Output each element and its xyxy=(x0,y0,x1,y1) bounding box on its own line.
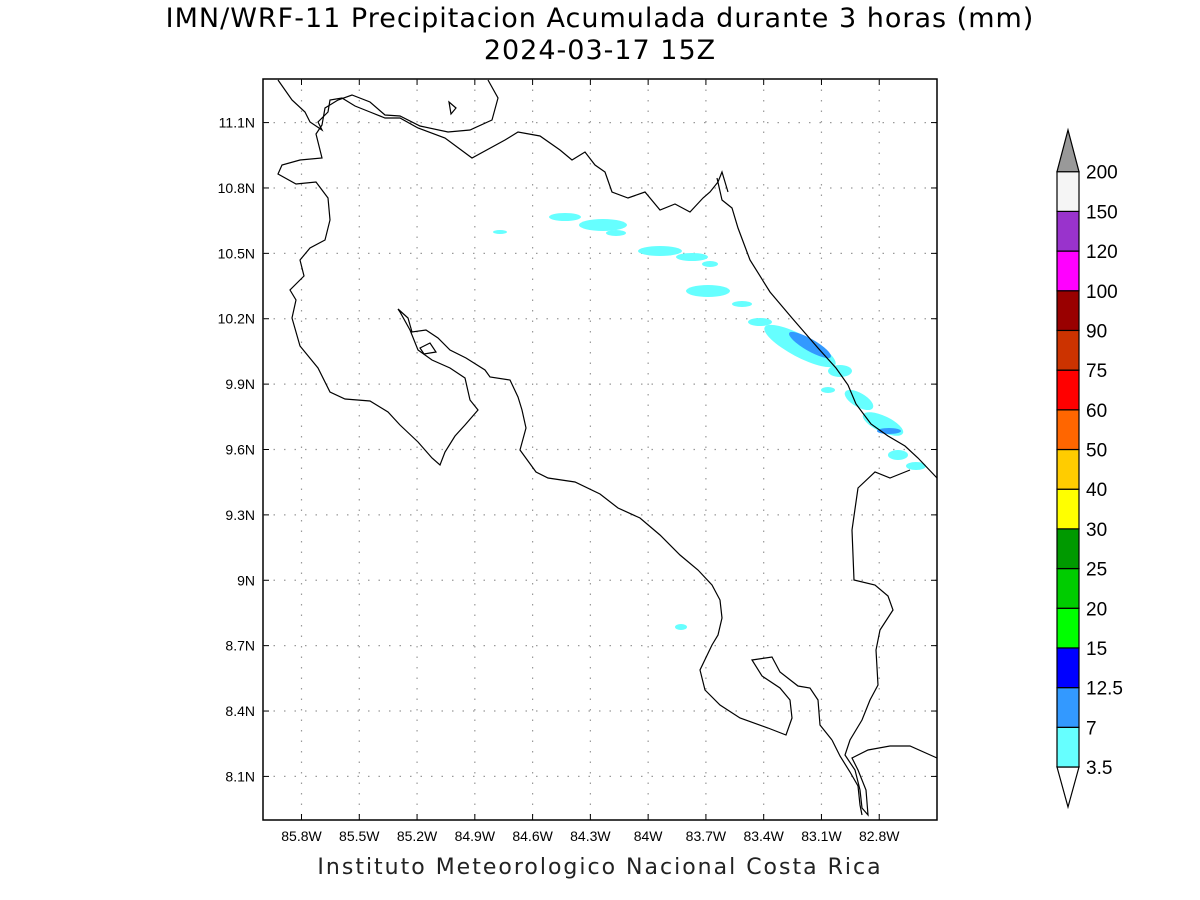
lat-tick-label: 9.9N xyxy=(225,376,255,392)
island xyxy=(448,100,457,116)
lon-tick-label: 84.6W xyxy=(512,828,553,844)
axis-ticks: 85.8W 85.5W 85.2W 84.9W 84.6W 84.3W 84W 83.7W 83… xyxy=(218,79,937,844)
northern-border xyxy=(277,79,729,213)
legend-color-bin xyxy=(1056,448,1080,490)
precip-area xyxy=(686,285,730,297)
lon-tick-label: 85.2W xyxy=(397,828,438,844)
legend-color-bin xyxy=(1056,250,1080,292)
lat-tick-label: 8.7N xyxy=(225,638,255,654)
map-title: IMN/WRF-11 Precipitacion Acumulada duran… xyxy=(165,3,1035,34)
lon-tick-label: 84W xyxy=(634,828,664,844)
legend-label: 60 xyxy=(1086,401,1107,422)
legend-color-bin xyxy=(1056,488,1080,530)
precip-area xyxy=(606,230,626,236)
precip-area xyxy=(702,261,718,267)
precip-area xyxy=(638,246,682,256)
credit-text: Instituto Meteorologico Nacional Costa R… xyxy=(317,855,883,880)
lon-tick-label: 83.4W xyxy=(743,828,784,844)
legend-over-arrow xyxy=(1056,127,1080,173)
golfito-bay xyxy=(831,739,863,816)
lon-tick-label: 85.8W xyxy=(281,828,322,844)
lat-tick-label: 10.8N xyxy=(218,180,255,196)
legend-label: 20 xyxy=(1086,599,1107,620)
panama-border xyxy=(844,469,938,817)
precip-area xyxy=(821,387,835,393)
precip-area xyxy=(844,389,874,411)
coastline-borders xyxy=(277,79,938,817)
legend-color-bin xyxy=(1056,171,1080,212)
precip-area xyxy=(493,230,507,234)
pacific-coast xyxy=(277,79,833,741)
legend-color-bin xyxy=(1056,726,1080,768)
lat-tick-label: 9N xyxy=(237,572,255,588)
precip-area xyxy=(579,219,627,231)
precip-area xyxy=(764,324,836,368)
legend-color-bin xyxy=(1056,409,1080,451)
legend-label: 3.5 xyxy=(1086,758,1112,779)
lon-tick-label: 83.1W xyxy=(801,828,842,844)
legend-label: 30 xyxy=(1086,520,1107,541)
precip-area xyxy=(748,318,772,326)
lon-tick-label: 83.7W xyxy=(686,828,727,844)
lat-tick-label: 8.4N xyxy=(225,703,255,719)
legend-color-bin xyxy=(1056,528,1080,570)
precip-area xyxy=(862,412,904,436)
legend-label: 75 xyxy=(1086,361,1107,382)
legend-color-bin xyxy=(1056,290,1080,332)
legend-label: 120 xyxy=(1086,242,1118,263)
legend-color-bin xyxy=(1056,210,1080,252)
lat-tick-label: 9.3N xyxy=(225,507,255,523)
lat-tick-label: 8.1N xyxy=(225,768,255,784)
legend-label: 15 xyxy=(1086,639,1107,660)
precip-area xyxy=(906,462,926,470)
legend-color-bin xyxy=(1056,567,1080,609)
caribbean-coast xyxy=(716,177,938,479)
lat-tick-label: 10.2N xyxy=(218,311,255,327)
lon-tick-label: 84.9W xyxy=(455,828,496,844)
precipitation-areas xyxy=(493,213,926,630)
lon-tick-label: 85.5W xyxy=(339,828,380,844)
legend-label: 200 xyxy=(1086,163,1118,184)
legend-under-arrow xyxy=(1056,766,1080,810)
lat-tick-label: 10.5N xyxy=(218,245,255,261)
legend-color-bin xyxy=(1056,647,1080,689)
lon-tick-label: 82.8W xyxy=(859,828,900,844)
lon-tick-label: 84.3W xyxy=(570,828,611,844)
legend-color-bin xyxy=(1056,369,1080,411)
chira-island xyxy=(419,342,438,355)
map-valid-time: 2024-03-17 15Z xyxy=(483,35,717,66)
legend-color-bin xyxy=(1056,607,1080,649)
legend-label: 25 xyxy=(1086,560,1107,581)
legend-color-bin xyxy=(1056,329,1080,371)
legend-label: 90 xyxy=(1086,321,1107,342)
legend-label: 50 xyxy=(1086,441,1107,462)
legend-color-bin xyxy=(1056,687,1080,728)
precip-area xyxy=(675,624,687,630)
lat-tick-label: 9.6N xyxy=(225,442,255,458)
precip-area xyxy=(732,301,752,307)
precip-area xyxy=(549,213,581,221)
map-grid xyxy=(263,79,937,820)
precip-area xyxy=(828,365,852,377)
legend-label: 7 xyxy=(1086,718,1097,739)
legend-label: 12.5 xyxy=(1086,679,1123,700)
legend-label: 150 xyxy=(1086,202,1118,223)
legend-label: 40 xyxy=(1086,480,1107,501)
precip-area xyxy=(888,450,908,460)
lat-tick-label: 11.1N xyxy=(219,115,255,131)
legend-colorbar: 3.5 7 12.5 15 20 25 30 40 50 60 75 90 100 120 150 200 xyxy=(1056,127,1123,810)
precip-area xyxy=(676,253,708,261)
legend-label: 100 xyxy=(1086,282,1118,303)
